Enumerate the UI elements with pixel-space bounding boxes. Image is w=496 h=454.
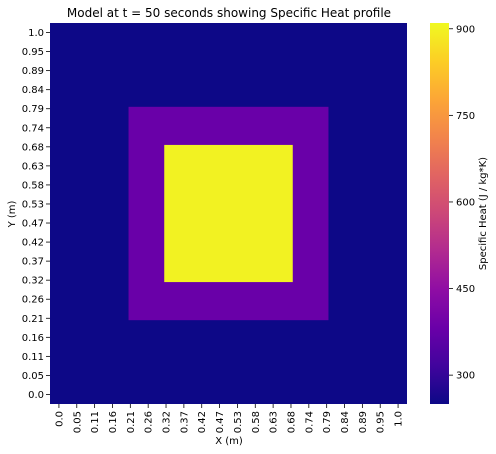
y-tick-label: 0.21: [22, 314, 44, 325]
x-tick-label: 0.21: [126, 411, 137, 433]
y-tick-label: 0.68: [22, 142, 44, 153]
y-tick-label: 0.05: [22, 371, 44, 382]
y-tick-label: 0.0: [28, 390, 44, 401]
colorbar-tick-label: 450: [456, 284, 475, 295]
x-axis-ticks: 0.0 0.05 0.11 0.16 0.21 0.26 0.32 0.37 0.42 0.47 0…: [54, 404, 405, 433]
y-tick-label: 0.42: [22, 238, 44, 249]
x-tick-label: 0.89: [358, 411, 369, 433]
y-tick-label: 0.16: [22, 333, 44, 344]
x-tick-label: 0.11: [90, 411, 101, 433]
x-tick-label: 0.16: [108, 411, 119, 433]
heatmap-plot-area: [50, 23, 407, 404]
x-tick-label: 0.47: [215, 411, 226, 433]
y-tick-label: 0.37: [22, 257, 44, 268]
colorbar: 300 450 600 750 900 Specific Heat (J / kg*K): [430, 23, 489, 404]
y-tick-label: 0.95: [22, 47, 44, 58]
x-tick-label: 0.26: [144, 411, 155, 433]
x-tick-label: 0.53: [233, 411, 244, 433]
x-tick-label: 0.84: [340, 411, 351, 433]
x-tick-label: 0.42: [197, 411, 208, 433]
x-tick-label: 0.05: [72, 411, 83, 433]
y-tick-label: 0.63: [22, 161, 44, 172]
y-tick-label: 0.74: [22, 123, 44, 134]
y-tick-label: 0.11: [22, 352, 44, 363]
y-tick-label: 0.47: [22, 219, 44, 230]
x-tick-label: 0.37: [179, 411, 190, 433]
x-tick-label: 0.74: [304, 411, 315, 433]
y-tick-label: 0.26: [22, 295, 44, 306]
colorbar-gradient: [430, 23, 449, 404]
y-axis-label: Y (m): [7, 200, 18, 228]
y-tick-label: 0.32: [22, 276, 44, 287]
x-tick-label: 0.68: [286, 411, 297, 433]
y-tick-label: 0.79: [22, 104, 44, 115]
x-axis-label: X (m): [215, 436, 243, 447]
x-tick-label: 0.0: [54, 411, 65, 427]
chart-title: Model at t = 50 seconds showing Specific…: [67, 6, 391, 20]
colorbar-tick-label: 300: [456, 371, 475, 382]
y-axis-ticks: 0.0 0.05 0.11 0.16 0.21 0.26 0.32 0.37 0.42 0.47 0…: [22, 28, 50, 401]
x-tick-label: 0.58: [251, 411, 262, 433]
colorbar-tick-label: 750: [456, 111, 475, 122]
heatmap-region-2: [164, 144, 293, 283]
colorbar-tick-label: 600: [456, 197, 475, 208]
colorbar-label: Specific Heat (J / kg*K): [478, 157, 489, 270]
y-tick-label: 0.89: [22, 66, 44, 77]
colorbar-tick-label: 900: [456, 24, 475, 35]
x-tick-label: 1.0: [394, 411, 405, 427]
y-tick-label: 0.53: [22, 199, 44, 210]
y-tick-label: 0.84: [22, 85, 44, 96]
x-tick-label: 0.95: [376, 411, 387, 433]
y-tick-label: 0.58: [22, 180, 44, 191]
x-tick-label: 0.32: [162, 411, 173, 433]
y-tick-label: 1.0: [28, 28, 44, 39]
x-tick-label: 0.63: [269, 411, 280, 433]
x-tick-label: 0.79: [322, 411, 333, 433]
